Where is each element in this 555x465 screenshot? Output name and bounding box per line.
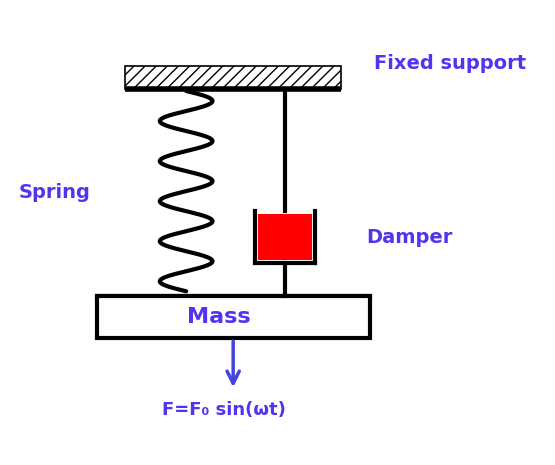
Bar: [125, 66, 341, 89]
Text: Fixed support: Fixed support: [374, 54, 526, 73]
Text: Spring: Spring: [18, 183, 90, 202]
Text: Mass: Mass: [187, 307, 251, 327]
Bar: [258, 214, 312, 260]
Text: Damper: Damper: [367, 228, 453, 247]
Bar: [97, 296, 370, 339]
Text: F=F₀ sin(ωt): F=F₀ sin(ωt): [162, 401, 286, 419]
